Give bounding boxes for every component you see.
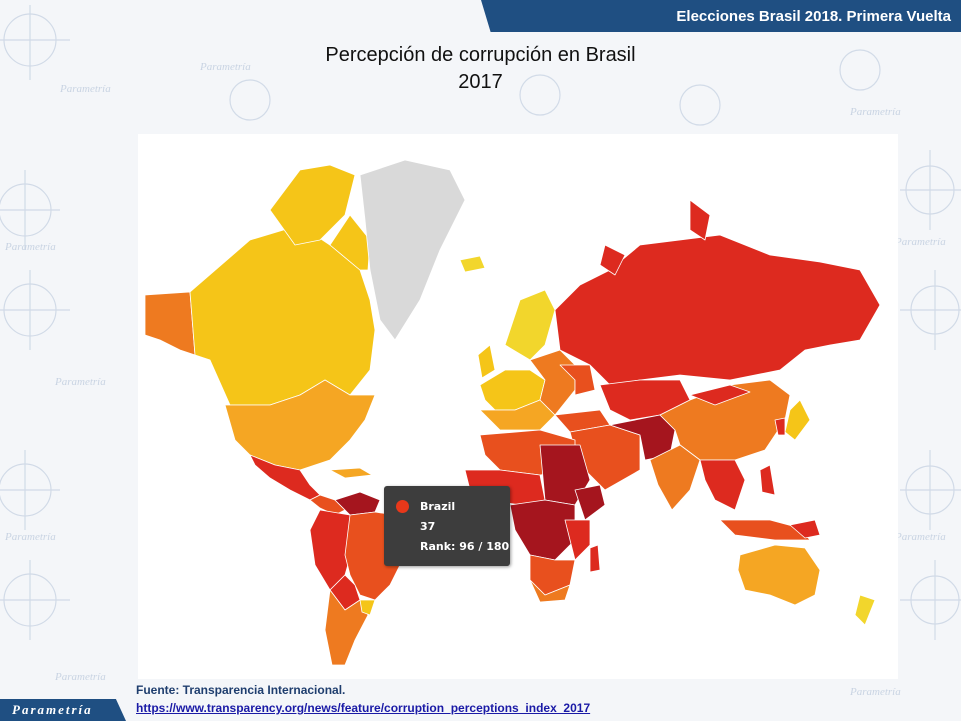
region-papua[interactable] [789, 519, 821, 539]
watermark-text: Parametría [59, 83, 111, 95]
region-canada-arctic[interactable] [269, 164, 356, 246]
region-novaya-zemlya[interactable] [599, 244, 626, 276]
region-southeast-asia[interactable] [699, 459, 746, 511]
region-uruguay[interactable] [359, 599, 376, 616]
watermark-text: Parametría [4, 241, 56, 253]
region-severnaya[interactable] [689, 199, 711, 241]
logo-text: Parametría [12, 702, 93, 717]
tooltip-country: Brazil [420, 500, 456, 513]
region-argentina[interactable] [324, 589, 369, 666]
region-east-africa[interactable] [564, 519, 591, 561]
watermark-text: Parametría [54, 671, 106, 683]
source-label: Fuente: Transparencia Internacional. [136, 683, 346, 697]
watermark-text: Parametría [894, 531, 946, 543]
region-philippines[interactable] [759, 464, 776, 496]
region-south-africa[interactable] [529, 579, 571, 603]
region-venezuela[interactable] [334, 491, 381, 516]
watermark-text: Parametría [849, 686, 901, 698]
watermark-text: Parametría [849, 106, 901, 118]
region-india[interactable] [649, 444, 701, 511]
region-central-africa[interactable] [509, 499, 576, 561]
region-mongolia[interactable] [689, 384, 751, 406]
slide-title: Percepción de corrupción en Brasil 2017 [0, 42, 961, 96]
header-banner-text: Elecciones Brasil 2018. Primera Vuelta [676, 7, 951, 25]
tooltip-rank: Rank: 96 / 180 [420, 540, 510, 553]
region-iceland[interactable] [459, 255, 486, 273]
region-greenland[interactable] [359, 159, 466, 341]
watermark-text: Parametría [199, 61, 251, 73]
region-horn[interactable] [574, 484, 606, 521]
title-line-1: Percepción de corrupción en Brasil [325, 44, 636, 66]
tooltip-score: 37 [420, 520, 436, 533]
parametria-logo: Parametría [0, 699, 126, 721]
region-madagascar[interactable] [589, 544, 601, 573]
region-new-zealand[interactable] [854, 594, 876, 626]
region-uk[interactable] [477, 344, 496, 379]
title-line-2: 2017 [458, 71, 503, 93]
watermark-text: Parametría [4, 531, 56, 543]
region-korea[interactable] [774, 417, 786, 436]
watermark-text: Parametría [894, 236, 946, 248]
watermark-text: Parametría [54, 376, 106, 388]
brazil-marker-dot [396, 500, 409, 513]
region-japan[interactable] [784, 399, 811, 441]
region-ukraine[interactable] [559, 364, 596, 396]
source-link[interactable]: https://www.transparency.org/news/featur… [136, 701, 591, 715]
region-caribbean[interactable] [329, 467, 373, 479]
region-scandinavia[interactable] [504, 289, 556, 361]
source-footer: Fuente: Transparencia Internacional. htt… [136, 683, 590, 715]
region-alaska[interactable] [144, 291, 196, 356]
country-tooltip: Brazil 37 Rank: 96 / 180 [384, 486, 510, 566]
header-banner: Elecciones Brasil 2018. Primera Vuelta [481, 0, 961, 32]
region-indonesia[interactable] [719, 519, 811, 541]
region-australia[interactable] [737, 544, 821, 606]
